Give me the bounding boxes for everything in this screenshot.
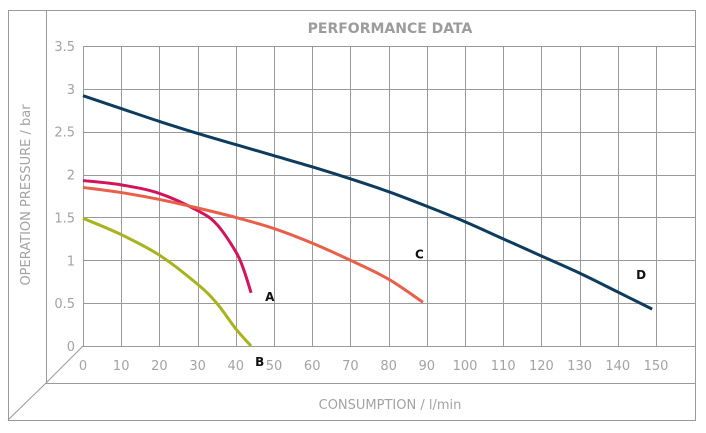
x-tick-label: 0 — [79, 359, 87, 374]
x-tick-label: 130 — [567, 359, 592, 374]
x-tick-label: 80 — [380, 359, 397, 374]
series-label-d: D — [636, 268, 646, 282]
series-lines — [82, 94, 653, 348]
floor-diagonal — [45, 345, 84, 384]
x-tick-label: 20 — [151, 359, 168, 374]
series-label-b: B — [255, 355, 264, 369]
y-tick-label: 0 — [67, 340, 75, 355]
y-tick-labels: 0 0.5 1 1.5 2 2.5 3 3.5 — [54, 40, 75, 355]
x-tick-label: 110 — [491, 359, 516, 374]
x-tick-label: 60 — [304, 359, 321, 374]
y-tick-label: 2 — [67, 169, 75, 184]
x-tick-label: 40 — [228, 359, 245, 374]
series-line-b — [82, 216, 253, 348]
grid — [83, 46, 696, 347]
y-tick-label: 1 — [67, 254, 75, 269]
series-labels: A B C D — [255, 247, 646, 369]
y-axis-label: OPERATION PRESSURE / bar — [19, 104, 34, 286]
x-tick-label: 150 — [644, 359, 669, 374]
x-tick-label: 30 — [189, 359, 206, 374]
x-tick-label: 120 — [529, 359, 554, 374]
x-tick-label: 50 — [266, 359, 283, 374]
x-tick-label: 70 — [342, 359, 359, 374]
corner-diagonal — [7, 382, 47, 421]
series-line-a — [82, 179, 253, 294]
series-line-d — [82, 94, 653, 311]
x-tick-label: 140 — [605, 359, 630, 374]
x-tick-labels: 0 10 20 30 40 50 60 70 80 90 100 110 120 130 140 150 — [79, 359, 669, 374]
y-tick-label: 2.5 — [54, 126, 75, 141]
x-tick-label: 90 — [419, 359, 436, 374]
series-label-a: A — [265, 290, 275, 304]
x-tick-label: 10 — [113, 359, 130, 374]
series-line-c — [82, 185, 424, 304]
chart-title: PERFORMANCE DATA — [308, 21, 473, 37]
y-tick-label: 3.5 — [54, 40, 75, 55]
y-tick-label: 3 — [67, 83, 75, 98]
series-label-c: C — [415, 247, 424, 261]
x-axis-label: CONSUMPTION / l/min — [319, 398, 462, 413]
x-tick-label: 100 — [453, 359, 478, 374]
y-tick-label: 1.5 — [54, 211, 75, 226]
y-tick-label: 0.5 — [54, 297, 75, 312]
